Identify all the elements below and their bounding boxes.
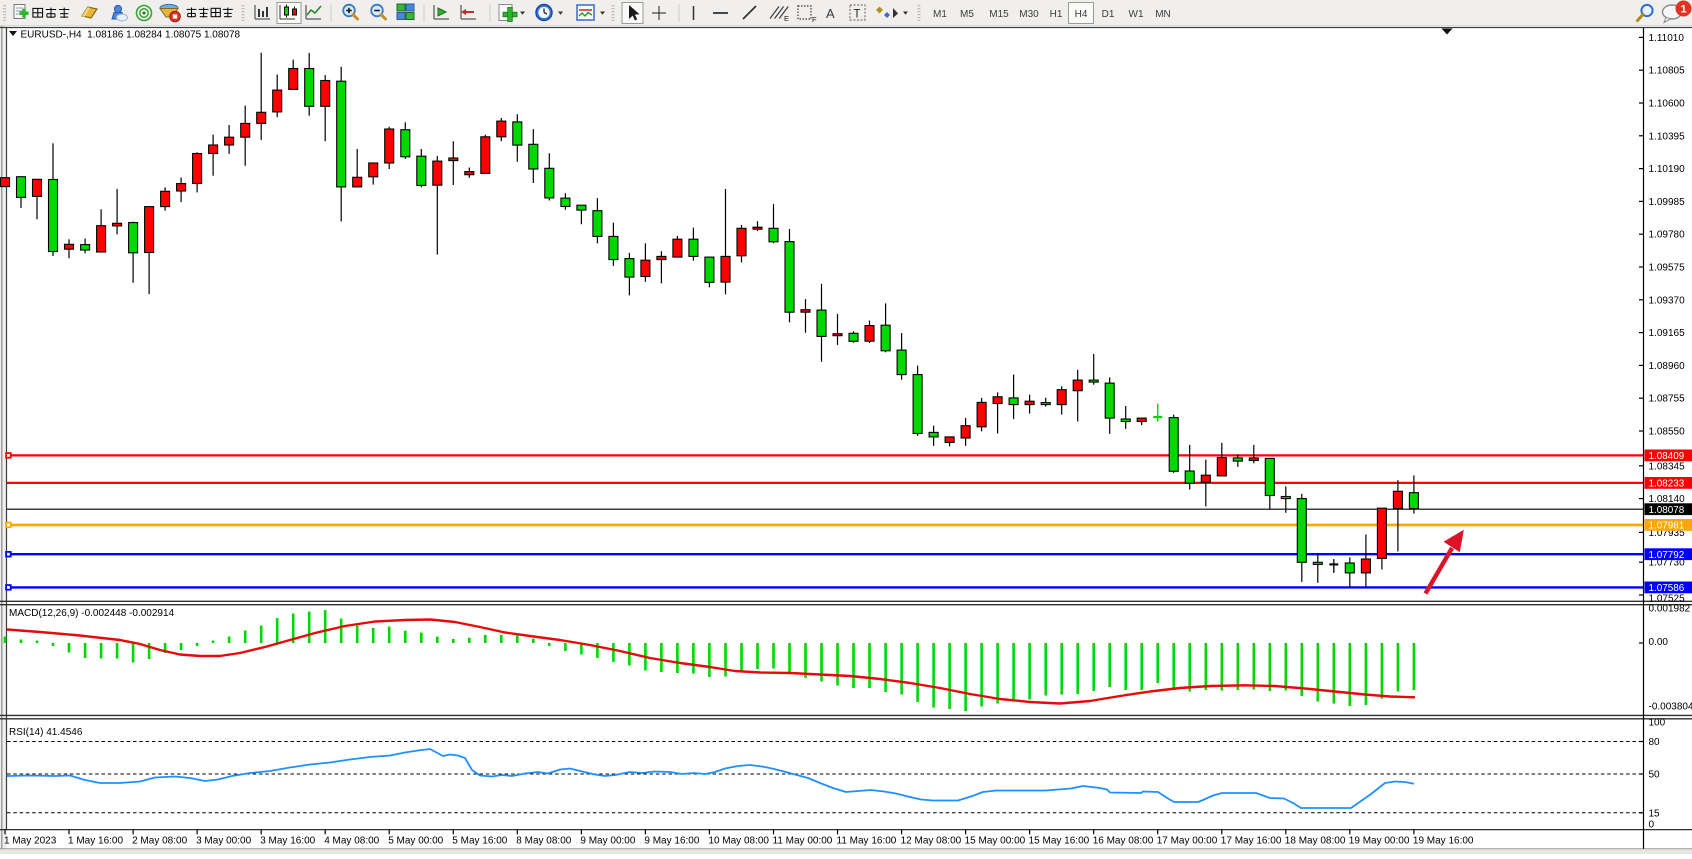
svg-text:M15: M15 (989, 9, 1009, 20)
svg-text:M30: M30 (1019, 9, 1039, 20)
svg-text:17 May 16:00: 17 May 16:00 (1221, 836, 1282, 847)
svg-text:1.08233: 1.08233 (1649, 479, 1685, 490)
svg-text:1.08755: 1.08755 (1649, 394, 1686, 405)
svg-text:1.10600: 1.10600 (1649, 99, 1686, 110)
svg-text:EURUSD-,H4 1.08186 1.08284 1.: EURUSD-,H4 1.08186 1.08284 1.08075 1.080… (21, 30, 241, 41)
svg-text:1.07981: 1.07981 (1649, 521, 1685, 532)
svg-text:1.07792: 1.07792 (1649, 550, 1685, 561)
svg-text:D1: D1 (1102, 9, 1115, 20)
svg-text:1.10395: 1.10395 (1649, 131, 1686, 142)
svg-text:-0.003804: -0.003804 (1649, 702, 1692, 713)
svg-text:1.10805: 1.10805 (1649, 66, 1686, 77)
svg-text:MACD(12,26,9) -0.002448 -0.002: MACD(12,26,9) -0.002448 -0.002914 (9, 608, 175, 619)
svg-text:11 May 00:00: 11 May 00:00 (773, 836, 833, 847)
svg-text:3 May 16:00: 3 May 16:00 (260, 836, 315, 847)
svg-text:H4: H4 (1075, 9, 1088, 20)
svg-text:19 May 16:00: 19 May 16:00 (1413, 836, 1474, 847)
svg-text:5 May 00:00: 5 May 00:00 (388, 836, 443, 847)
svg-text:MN: MN (1155, 9, 1171, 20)
svg-text:1.08960: 1.08960 (1649, 361, 1686, 372)
svg-text:50: 50 (1649, 770, 1661, 781)
svg-text:1.08078: 1.08078 (1649, 505, 1685, 516)
svg-text:9 May 16:00: 9 May 16:00 (644, 836, 699, 847)
svg-text:M1: M1 (933, 9, 947, 20)
svg-text:10 May 08:00: 10 May 08:00 (708, 836, 769, 847)
svg-text:15 May 16:00: 15 May 16:00 (1029, 836, 1090, 847)
svg-text:17 May 00:00: 17 May 00:00 (1157, 836, 1218, 847)
svg-text:1.08550: 1.08550 (1649, 427, 1686, 438)
svg-text:1.09575: 1.09575 (1649, 263, 1686, 274)
svg-text:T: T (854, 9, 861, 21)
svg-text:W1: W1 (1129, 9, 1144, 20)
svg-text:5 May 16:00: 5 May 16:00 (452, 836, 507, 847)
svg-text:2 May 08:00: 2 May 08:00 (132, 836, 187, 847)
svg-text:1.10190: 1.10190 (1649, 164, 1686, 175)
svg-text:1 May 16:00: 1 May 16:00 (68, 836, 123, 847)
svg-text:0: 0 (1649, 820, 1655, 831)
svg-text:E: E (784, 14, 789, 23)
svg-text:16 May 08:00: 16 May 08:00 (1093, 836, 1154, 847)
svg-text:0.001982: 0.001982 (1649, 604, 1691, 615)
svg-text:15: 15 (1649, 808, 1661, 819)
svg-text:3 May 00:00: 3 May 00:00 (196, 836, 251, 847)
svg-text:RSI(14) 41.4546: RSI(14) 41.4546 (9, 727, 83, 738)
svg-text:1.09370: 1.09370 (1649, 295, 1686, 306)
svg-text:1.11010: 1.11010 (1649, 33, 1685, 44)
svg-text:1.08345: 1.08345 (1649, 461, 1686, 472)
svg-text:1: 1 (1680, 4, 1686, 16)
svg-text:15 May 00:00: 15 May 00:00 (965, 836, 1026, 847)
svg-text:F: F (812, 15, 817, 24)
svg-text:1.09985: 1.09985 (1649, 197, 1686, 208)
svg-text:1.07586: 1.07586 (1649, 583, 1685, 594)
svg-text:19 May 00:00: 19 May 00:00 (1349, 836, 1410, 847)
svg-text:1.09165: 1.09165 (1649, 328, 1686, 339)
svg-text:M5: M5 (960, 9, 974, 20)
svg-text:11 May 16:00: 11 May 16:00 (837, 836, 897, 847)
svg-text:9 May 00:00: 9 May 00:00 (580, 836, 635, 847)
svg-text:1.08409: 1.08409 (1649, 451, 1685, 462)
svg-text:80: 80 (1649, 737, 1661, 748)
svg-text:8 May 08:00: 8 May 08:00 (516, 836, 571, 847)
svg-text:100: 100 (1649, 717, 1666, 728)
svg-text:1.09780: 1.09780 (1649, 230, 1686, 241)
svg-text:4 May 08:00: 4 May 08:00 (324, 836, 379, 847)
svg-text:0.00: 0.00 (1649, 637, 1669, 648)
svg-text:1 May 2023: 1 May 2023 (4, 836, 57, 847)
svg-text:12 May 08:00: 12 May 08:00 (901, 836, 962, 847)
svg-text:A: A (826, 6, 835, 21)
svg-text:H1: H1 (1050, 9, 1063, 20)
svg-text:18 May 08:00: 18 May 08:00 (1285, 836, 1346, 847)
